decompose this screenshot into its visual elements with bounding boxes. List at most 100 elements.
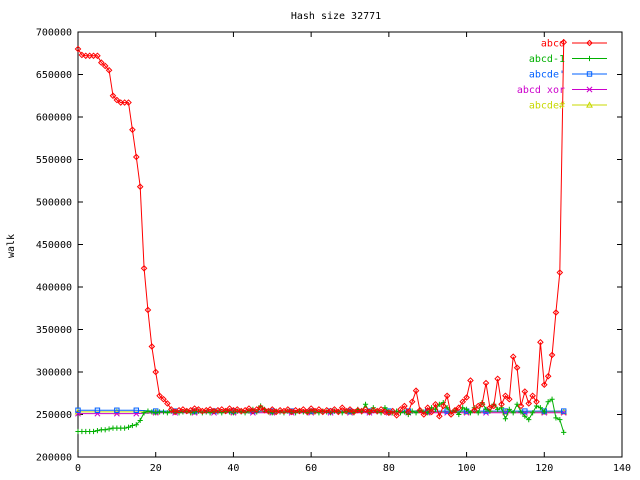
data-point [544, 372, 552, 380]
legend-label: abcde' [529, 70, 565, 81]
data-point [94, 428, 101, 434]
data-point [467, 410, 474, 416]
data-point [530, 410, 536, 416]
data-point [148, 343, 156, 350]
data-point [109, 92, 117, 100]
x-tick-label: 0 [75, 463, 81, 474]
data-point [377, 406, 385, 413]
y-tick-label: 500000 [36, 198, 72, 209]
data-point [106, 426, 112, 432]
data-point [463, 394, 470, 401]
series-line [78, 398, 565, 433]
y-axis: 200000 250000 300000 350000 400000 450000 5000… [36, 28, 622, 464]
data-point [331, 406, 338, 413]
data-point [451, 406, 459, 414]
data-point [179, 406, 187, 413]
data-point [300, 406, 307, 413]
data-point [525, 400, 533, 407]
data-point [428, 408, 435, 416]
data-point [586, 71, 593, 77]
data-point [475, 410, 481, 416]
data-point [292, 406, 299, 414]
data-point [114, 407, 120, 413]
y-tick-label: 550000 [36, 155, 72, 166]
data-point [164, 400, 171, 407]
data-point [490, 402, 498, 410]
data-point [393, 412, 400, 419]
data-point [149, 409, 155, 415]
data-point [74, 45, 82, 53]
data-point [315, 406, 323, 413]
data-point [323, 406, 330, 414]
data-point [483, 406, 489, 412]
data-point [521, 388, 529, 395]
x-tick-label: 120 [535, 463, 553, 474]
data-point [549, 396, 555, 402]
data-point [105, 66, 113, 74]
series-abcd-1 [75, 396, 567, 435]
data-point [522, 408, 528, 414]
data-point [145, 408, 151, 414]
data-point [526, 417, 532, 423]
data-point [133, 407, 139, 413]
data-point [560, 38, 568, 46]
data-point [545, 399, 551, 405]
legend: abcd abcd-1 abcde' abcd xor abcde# [517, 39, 607, 112]
data-point [586, 39, 593, 47]
data-point [164, 410, 170, 416]
data-point [338, 404, 346, 412]
data-point [397, 406, 404, 413]
x-tick-label: 60 [305, 463, 317, 474]
data-point [141, 410, 147, 416]
x-tick-label: 100 [458, 463, 476, 474]
data-point [160, 395, 167, 403]
data-point [195, 406, 202, 413]
data-point [513, 364, 521, 372]
data-point [234, 406, 241, 413]
data-point [102, 427, 108, 433]
data-point [404, 408, 412, 416]
data-point [432, 400, 439, 408]
data-point [514, 401, 520, 407]
x-tick-label: 20 [150, 463, 162, 474]
data-point [354, 406, 362, 414]
y-tick-label: 650000 [36, 70, 72, 81]
data-point [90, 428, 97, 435]
data-point [561, 408, 567, 414]
x-tick-label: 40 [227, 463, 239, 474]
data-point [219, 410, 225, 416]
data-point [335, 408, 342, 416]
data-point [389, 407, 397, 415]
data-point [206, 406, 214, 413]
data-point [125, 99, 132, 106]
data-point [191, 409, 198, 415]
data-point [307, 405, 315, 412]
y-tick-label: 400000 [36, 283, 72, 294]
data-point [455, 404, 463, 412]
data-point [132, 153, 140, 161]
data-point [471, 406, 478, 414]
legend-label: abcde# [529, 101, 565, 112]
data-point [498, 405, 505, 411]
data-point [444, 405, 450, 411]
data-point [436, 412, 443, 420]
data-point [557, 417, 563, 423]
data-point [191, 405, 198, 412]
data-point [518, 409, 524, 415]
data-point [420, 411, 428, 418]
data-point [463, 406, 470, 412]
data-point [136, 183, 144, 191]
data-point [144, 306, 152, 314]
data-point [413, 410, 419, 416]
series-line [77, 42, 565, 418]
series-layer [74, 38, 568, 435]
data-point [113, 96, 121, 104]
data-point [467, 377, 474, 384]
x-tick-label: 80 [383, 463, 395, 474]
data-point [207, 410, 213, 416]
data-point [137, 417, 143, 424]
chart-title: Hash size 32771 [291, 11, 381, 22]
data-point [303, 408, 311, 416]
data-point [78, 51, 86, 59]
data-point [416, 406, 424, 414]
